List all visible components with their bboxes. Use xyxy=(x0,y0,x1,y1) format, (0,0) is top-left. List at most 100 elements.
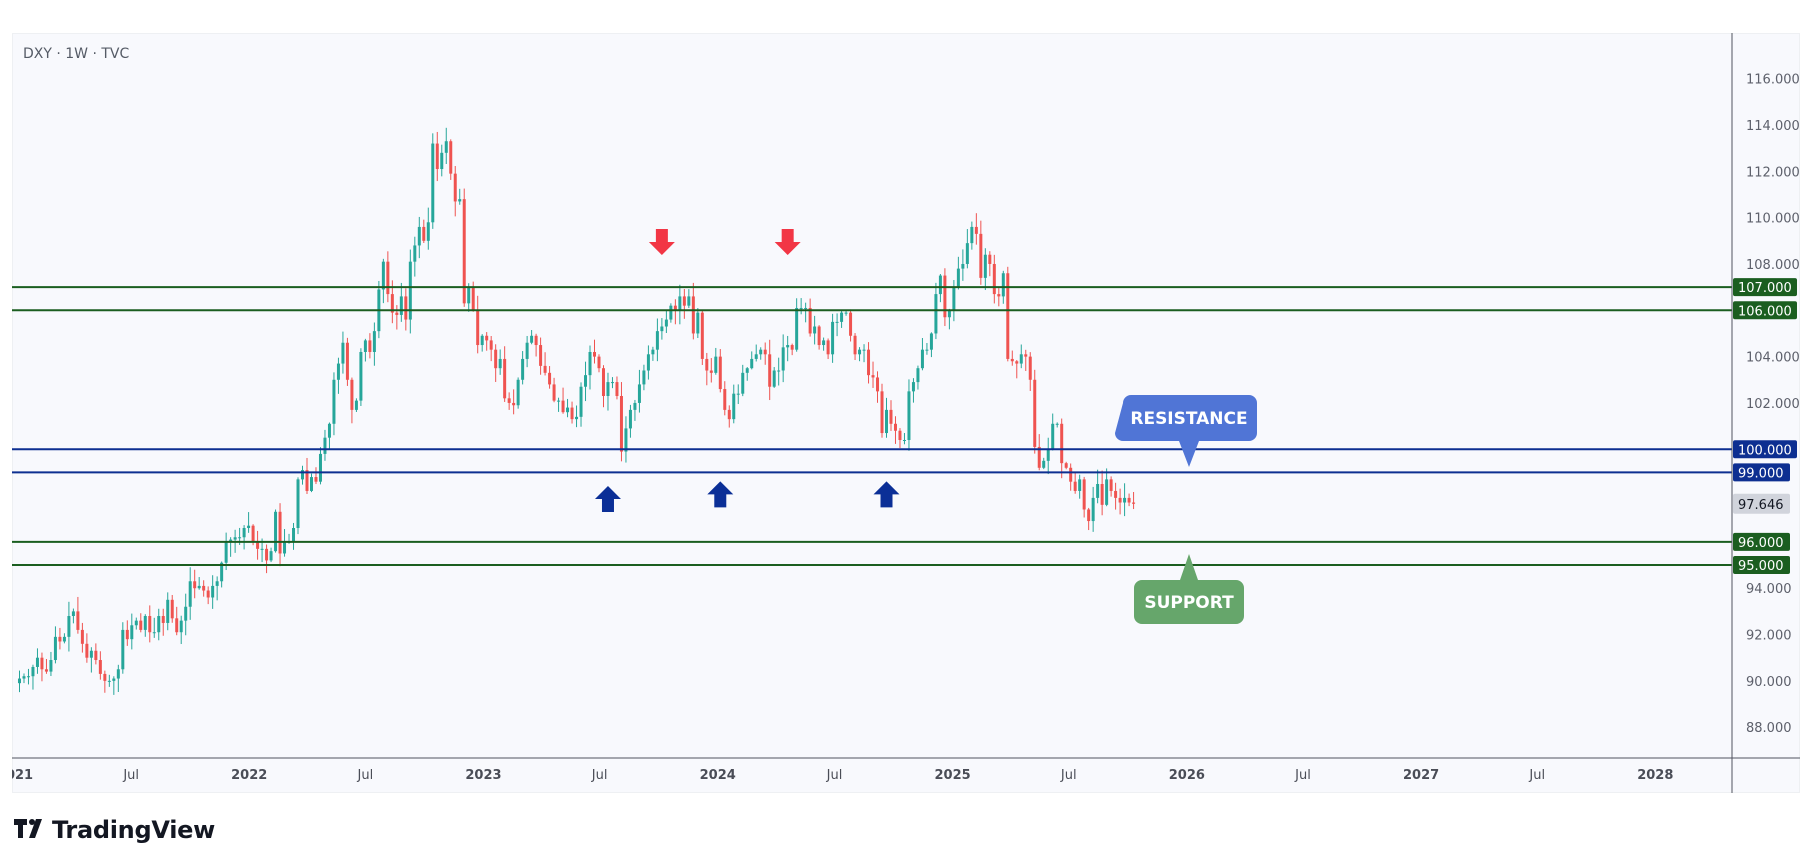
candle-body xyxy=(1087,509,1091,522)
support-label: SUPPORT xyxy=(1144,593,1234,613)
candle-body xyxy=(907,391,911,440)
candle-body xyxy=(673,305,677,311)
candle xyxy=(489,336,493,362)
candle-body xyxy=(31,666,35,677)
candle-body xyxy=(1082,479,1086,510)
candle xyxy=(552,377,556,403)
candle xyxy=(435,131,439,182)
candle-body xyxy=(494,349,498,369)
candle-body xyxy=(130,625,134,640)
candle-body xyxy=(332,379,336,424)
candle xyxy=(269,547,273,563)
level-price-label xyxy=(1733,556,1790,575)
candle xyxy=(274,509,278,553)
candle-body xyxy=(480,335,484,346)
candle xyxy=(229,537,233,557)
candle-body xyxy=(229,539,233,542)
candle xyxy=(462,188,466,307)
candle xyxy=(94,643,98,665)
candle-body xyxy=(220,562,224,582)
candle xyxy=(494,344,498,382)
candle xyxy=(53,626,57,664)
candle xyxy=(808,298,812,337)
candle xyxy=(309,473,313,493)
candle xyxy=(799,298,803,315)
candle xyxy=(1037,434,1041,471)
candle xyxy=(1024,349,1028,371)
candle-body xyxy=(705,358,709,371)
candle-body xyxy=(489,340,493,350)
candle-body xyxy=(148,616,152,633)
candle xyxy=(1073,472,1077,494)
candle-body xyxy=(884,409,888,434)
candle-body xyxy=(831,321,835,355)
candle xyxy=(606,372,610,411)
candle xyxy=(813,315,817,345)
candle xyxy=(687,289,691,309)
candle-body xyxy=(628,409,632,429)
candle-body xyxy=(98,660,102,674)
candle-body xyxy=(363,340,367,352)
candle-body xyxy=(197,585,201,589)
candle xyxy=(709,358,713,383)
candle-body xyxy=(305,470,309,491)
candle-body xyxy=(938,275,942,295)
time-tick: 2021 xyxy=(0,768,33,783)
candle-body xyxy=(224,541,228,563)
candle-body xyxy=(561,400,565,413)
candle-body xyxy=(911,382,915,392)
candle xyxy=(682,288,686,319)
candle-body xyxy=(593,351,597,357)
candle xyxy=(368,333,372,359)
candle xyxy=(1082,476,1086,518)
arrow-down-icon xyxy=(648,229,675,256)
time-tick: Jul xyxy=(1528,768,1545,783)
candle-body xyxy=(458,199,462,202)
candle-body xyxy=(368,340,372,352)
candle-body xyxy=(1073,481,1077,491)
candle-body xyxy=(853,335,857,355)
candle xyxy=(1033,369,1037,454)
candle xyxy=(1091,486,1095,532)
candle xyxy=(157,608,161,641)
candle-body xyxy=(530,335,534,343)
candle xyxy=(125,620,129,646)
candle xyxy=(80,622,84,653)
candle-body xyxy=(732,393,736,420)
candle-body xyxy=(745,368,749,373)
time-tick: Jul xyxy=(122,768,139,783)
candle xyxy=(530,330,534,345)
candle-body xyxy=(588,351,592,376)
price-axis: 88.000 90.000 92.000 94.000 102.000 104.000 10… xyxy=(1746,73,1800,736)
candle-body xyxy=(566,407,570,413)
candle-body xyxy=(669,305,673,320)
price-tick: 116.000 xyxy=(1746,73,1800,88)
candle xyxy=(89,647,93,673)
candle xyxy=(727,405,731,428)
candle-body xyxy=(323,437,327,454)
candle-body xyxy=(997,294,1001,297)
candle-body xyxy=(242,528,246,538)
candle-body xyxy=(750,358,754,369)
candle xyxy=(637,369,641,413)
candle-body xyxy=(408,261,412,320)
candle xyxy=(143,614,147,637)
candle-body xyxy=(94,650,98,661)
candle-body xyxy=(103,673,107,681)
candle-body xyxy=(741,372,745,394)
candle-body xyxy=(1069,467,1073,482)
candle xyxy=(840,310,844,328)
candle-body xyxy=(17,678,21,684)
candle xyxy=(161,608,165,636)
candle-body xyxy=(862,349,866,351)
candle-body xyxy=(813,326,817,334)
candle-body xyxy=(238,537,242,539)
chart-panel[interactable] xyxy=(12,33,1800,793)
price-tick: 88.000 xyxy=(1746,721,1792,736)
candle-body xyxy=(471,287,475,311)
arrow-up-icon xyxy=(707,481,734,508)
candle xyxy=(965,229,969,269)
candle xyxy=(732,384,736,424)
candle-body xyxy=(417,226,421,246)
